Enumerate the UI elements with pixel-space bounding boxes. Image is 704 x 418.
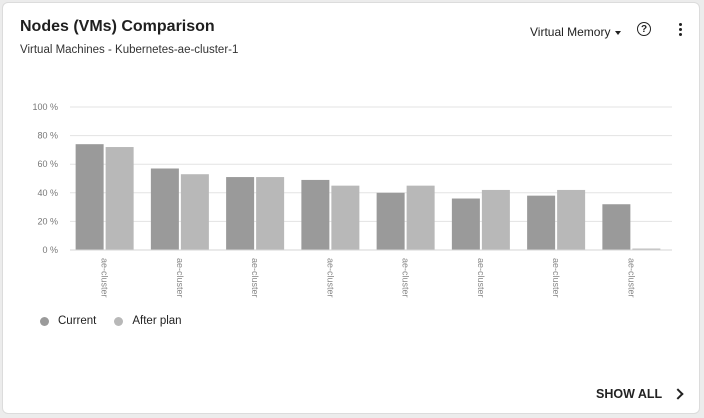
y-tick-label: 40 %: [37, 188, 58, 198]
kebab-menu-icon[interactable]: [679, 23, 682, 36]
legend-item-current[interactable]: Current: [40, 315, 96, 327]
bar-after-plan: [105, 147, 134, 250]
chevron-right-icon: [672, 388, 684, 400]
metric-dropdown-label: Virtual Memory: [530, 25, 611, 39]
y-tick-label: 60 %: [37, 159, 58, 169]
legend-label-current: Current: [58, 315, 97, 327]
x-tick-label: ae-cluster: [325, 258, 335, 298]
x-tick-label: ae-cluster: [551, 258, 561, 298]
metric-dropdown[interactable]: Virtual Memory: [530, 25, 622, 39]
chart-title: Nodes (VMs) Comparison: [20, 18, 215, 35]
bar-current: [527, 195, 556, 250]
show-all-label: SHOW ALL: [596, 387, 663, 401]
bar-after-plan: [632, 248, 661, 250]
bar-after-plan: [557, 189, 586, 250]
y-tick-label: 100 %: [32, 102, 58, 112]
show-all-button[interactable]: SHOW ALL: [596, 387, 684, 401]
y-tick-label: 0 %: [42, 245, 58, 255]
x-tick-label: ae-cluster: [175, 258, 185, 298]
legend-dot-current: [40, 316, 49, 326]
bar-current: [301, 179, 330, 250]
y-tick-label: 80 %: [37, 131, 58, 141]
x-tick-label: ae-cluster: [100, 258, 110, 298]
bar-after-plan: [406, 185, 435, 250]
x-tick-label: ae-cluster: [250, 258, 260, 298]
legend-dot-after-plan: [114, 316, 124, 326]
legend-item-after-plan[interactable]: After plan: [114, 315, 182, 327]
bar-after-plan: [481, 189, 510, 250]
x-tick-label: ae-cluster: [401, 258, 411, 298]
x-tick-label: ae-cluster: [476, 258, 486, 298]
bar-current: [602, 204, 631, 250]
help-icon[interactable]: ?: [637, 22, 651, 36]
bar-after-plan: [331, 185, 360, 250]
bar-current: [226, 177, 255, 250]
bar-current: [75, 144, 104, 250]
chart-subtitle: Virtual Machines - Kubernetes-ae-cluster…: [20, 44, 239, 56]
bar-after-plan: [180, 174, 209, 250]
bar-current: [150, 168, 179, 250]
x-tick-label: ae-cluster: [626, 258, 636, 298]
y-tick-label: 20 %: [37, 216, 58, 226]
chart-legend: Current After plan: [40, 315, 182, 327]
bar-after-plan: [256, 177, 285, 250]
bar-current: [451, 198, 480, 250]
bar-current: [376, 192, 405, 250]
legend-label-after-plan: After plan: [132, 315, 182, 327]
caret-down-icon: [615, 30, 622, 35]
